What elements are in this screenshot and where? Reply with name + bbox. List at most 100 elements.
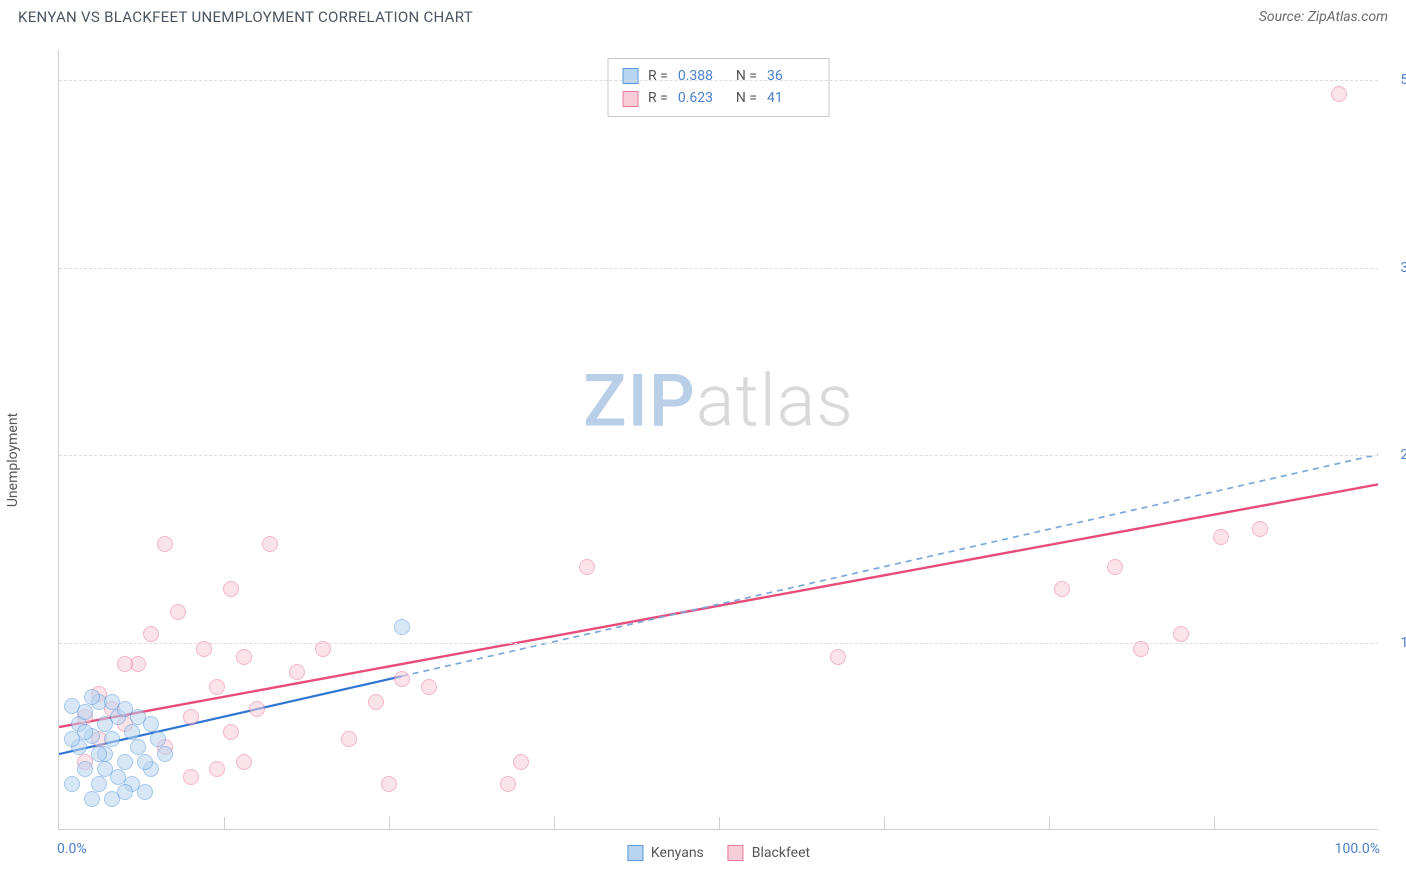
point-blackfeet [223, 724, 239, 740]
point-kenyans [150, 731, 166, 747]
point-kenyans [104, 731, 120, 747]
point-blackfeet [289, 664, 305, 680]
point-kenyans [130, 739, 146, 755]
point-blackfeet [117, 716, 133, 732]
point-blackfeet [143, 626, 159, 642]
point-blackfeet [500, 776, 516, 792]
legend-row-kenyans: R = 0.388 N = 36 [622, 65, 815, 87]
point-kenyans [77, 704, 93, 720]
watermark-atlas: atlas [696, 358, 854, 443]
point-blackfeet [830, 649, 846, 665]
point-blackfeet [209, 679, 225, 695]
point-blackfeet [223, 581, 239, 597]
point-kenyans [137, 784, 153, 800]
point-kenyans [117, 701, 133, 717]
point-kenyans [110, 709, 126, 725]
legend-correlation: R = 0.388 N = 36 R = 0.623 N = 41 [607, 58, 830, 117]
swatch-kenyans-icon [622, 68, 638, 84]
point-blackfeet [1107, 559, 1123, 575]
point-blackfeet [1252, 521, 1268, 537]
point-blackfeet [579, 559, 595, 575]
point-blackfeet [91, 686, 107, 702]
gridline-h [59, 455, 1378, 456]
point-kenyans [143, 761, 159, 777]
point-blackfeet [513, 754, 529, 770]
point-kenyans [84, 689, 100, 705]
gridline-h [59, 268, 1378, 269]
point-kenyans [97, 716, 113, 732]
point-kenyans [394, 619, 410, 635]
point-kenyans [71, 739, 87, 755]
point-kenyans [117, 784, 133, 800]
legend-item-blackfeet: Blackfeet [728, 845, 810, 861]
point-blackfeet [381, 776, 397, 792]
point-blackfeet [91, 731, 107, 747]
point-blackfeet [130, 656, 146, 672]
trendline-kenyans-solid [59, 676, 402, 754]
point-blackfeet [394, 671, 410, 687]
legend-label-kenyans: Kenyans [651, 845, 704, 861]
point-kenyans [71, 716, 87, 732]
point-kenyans [157, 746, 173, 762]
point-kenyans [124, 724, 140, 740]
r-value-blackfeet: 0.623 [678, 87, 726, 109]
tick-x [1049, 817, 1050, 829]
chart-title: KENYAN VS BLACKFEET UNEMPLOYMENT CORRELA… [18, 8, 473, 26]
n-label: N = [736, 65, 757, 87]
point-blackfeet [77, 754, 93, 770]
gridline-h [59, 80, 1378, 81]
point-blackfeet [1173, 626, 1189, 642]
tick-x [884, 817, 885, 829]
point-kenyans [104, 791, 120, 807]
tick-x [554, 817, 555, 829]
point-blackfeet [1331, 86, 1347, 102]
point-kenyans [64, 731, 80, 747]
point-blackfeet [368, 694, 384, 710]
legend-label-blackfeet: Blackfeet [752, 845, 810, 861]
y-tick-label: 37.5% [1400, 260, 1406, 276]
legend-series: Kenyans Blackfeet [627, 845, 810, 861]
point-kenyans [143, 716, 159, 732]
tick-x [389, 817, 390, 829]
y-tick-label: 25.0% [1400, 447, 1406, 463]
chart-container: Unemployment ZIPatlas R = 0.388 N = 36 R… [18, 40, 1388, 880]
point-blackfeet [117, 656, 133, 672]
point-kenyans [91, 746, 107, 762]
tick-x [224, 817, 225, 829]
point-blackfeet [1213, 529, 1229, 545]
x-tick-label: 0.0% [57, 841, 87, 857]
n-label: N = [736, 87, 757, 109]
y-axis-label: Unemployment [5, 413, 21, 507]
point-kenyans [84, 728, 100, 744]
tick-x [1214, 817, 1215, 829]
plot-area: ZIPatlas R = 0.388 N = 36 R = 0.623 N = … [58, 50, 1378, 830]
y-tick-label: 50.0% [1400, 72, 1406, 88]
point-blackfeet [236, 649, 252, 665]
swatch-kenyans-icon [627, 845, 643, 861]
point-blackfeet [157, 739, 173, 755]
x-tick-label: 100.0% [1335, 841, 1380, 857]
point-kenyans [91, 776, 107, 792]
point-kenyans [117, 754, 133, 770]
point-blackfeet [104, 701, 120, 717]
n-value-blackfeet: 41 [767, 87, 815, 109]
legend-row-blackfeet: R = 0.623 N = 41 [622, 87, 815, 109]
watermark: ZIPatlas [583, 358, 854, 443]
r-label: R = [648, 87, 668, 109]
point-blackfeet [209, 761, 225, 777]
point-blackfeet [421, 679, 437, 695]
point-kenyans [110, 769, 126, 785]
point-blackfeet [183, 769, 199, 785]
trend-lines [59, 50, 1378, 829]
point-blackfeet [1054, 581, 1070, 597]
point-blackfeet [183, 709, 199, 725]
point-kenyans [77, 761, 93, 777]
r-value-kenyans: 0.388 [678, 65, 726, 87]
point-blackfeet [249, 701, 265, 717]
point-blackfeet [262, 536, 278, 552]
n-value-kenyans: 36 [767, 65, 815, 87]
point-kenyans [124, 776, 140, 792]
point-blackfeet [77, 709, 93, 725]
point-kenyans [97, 746, 113, 762]
point-kenyans [97, 761, 113, 777]
